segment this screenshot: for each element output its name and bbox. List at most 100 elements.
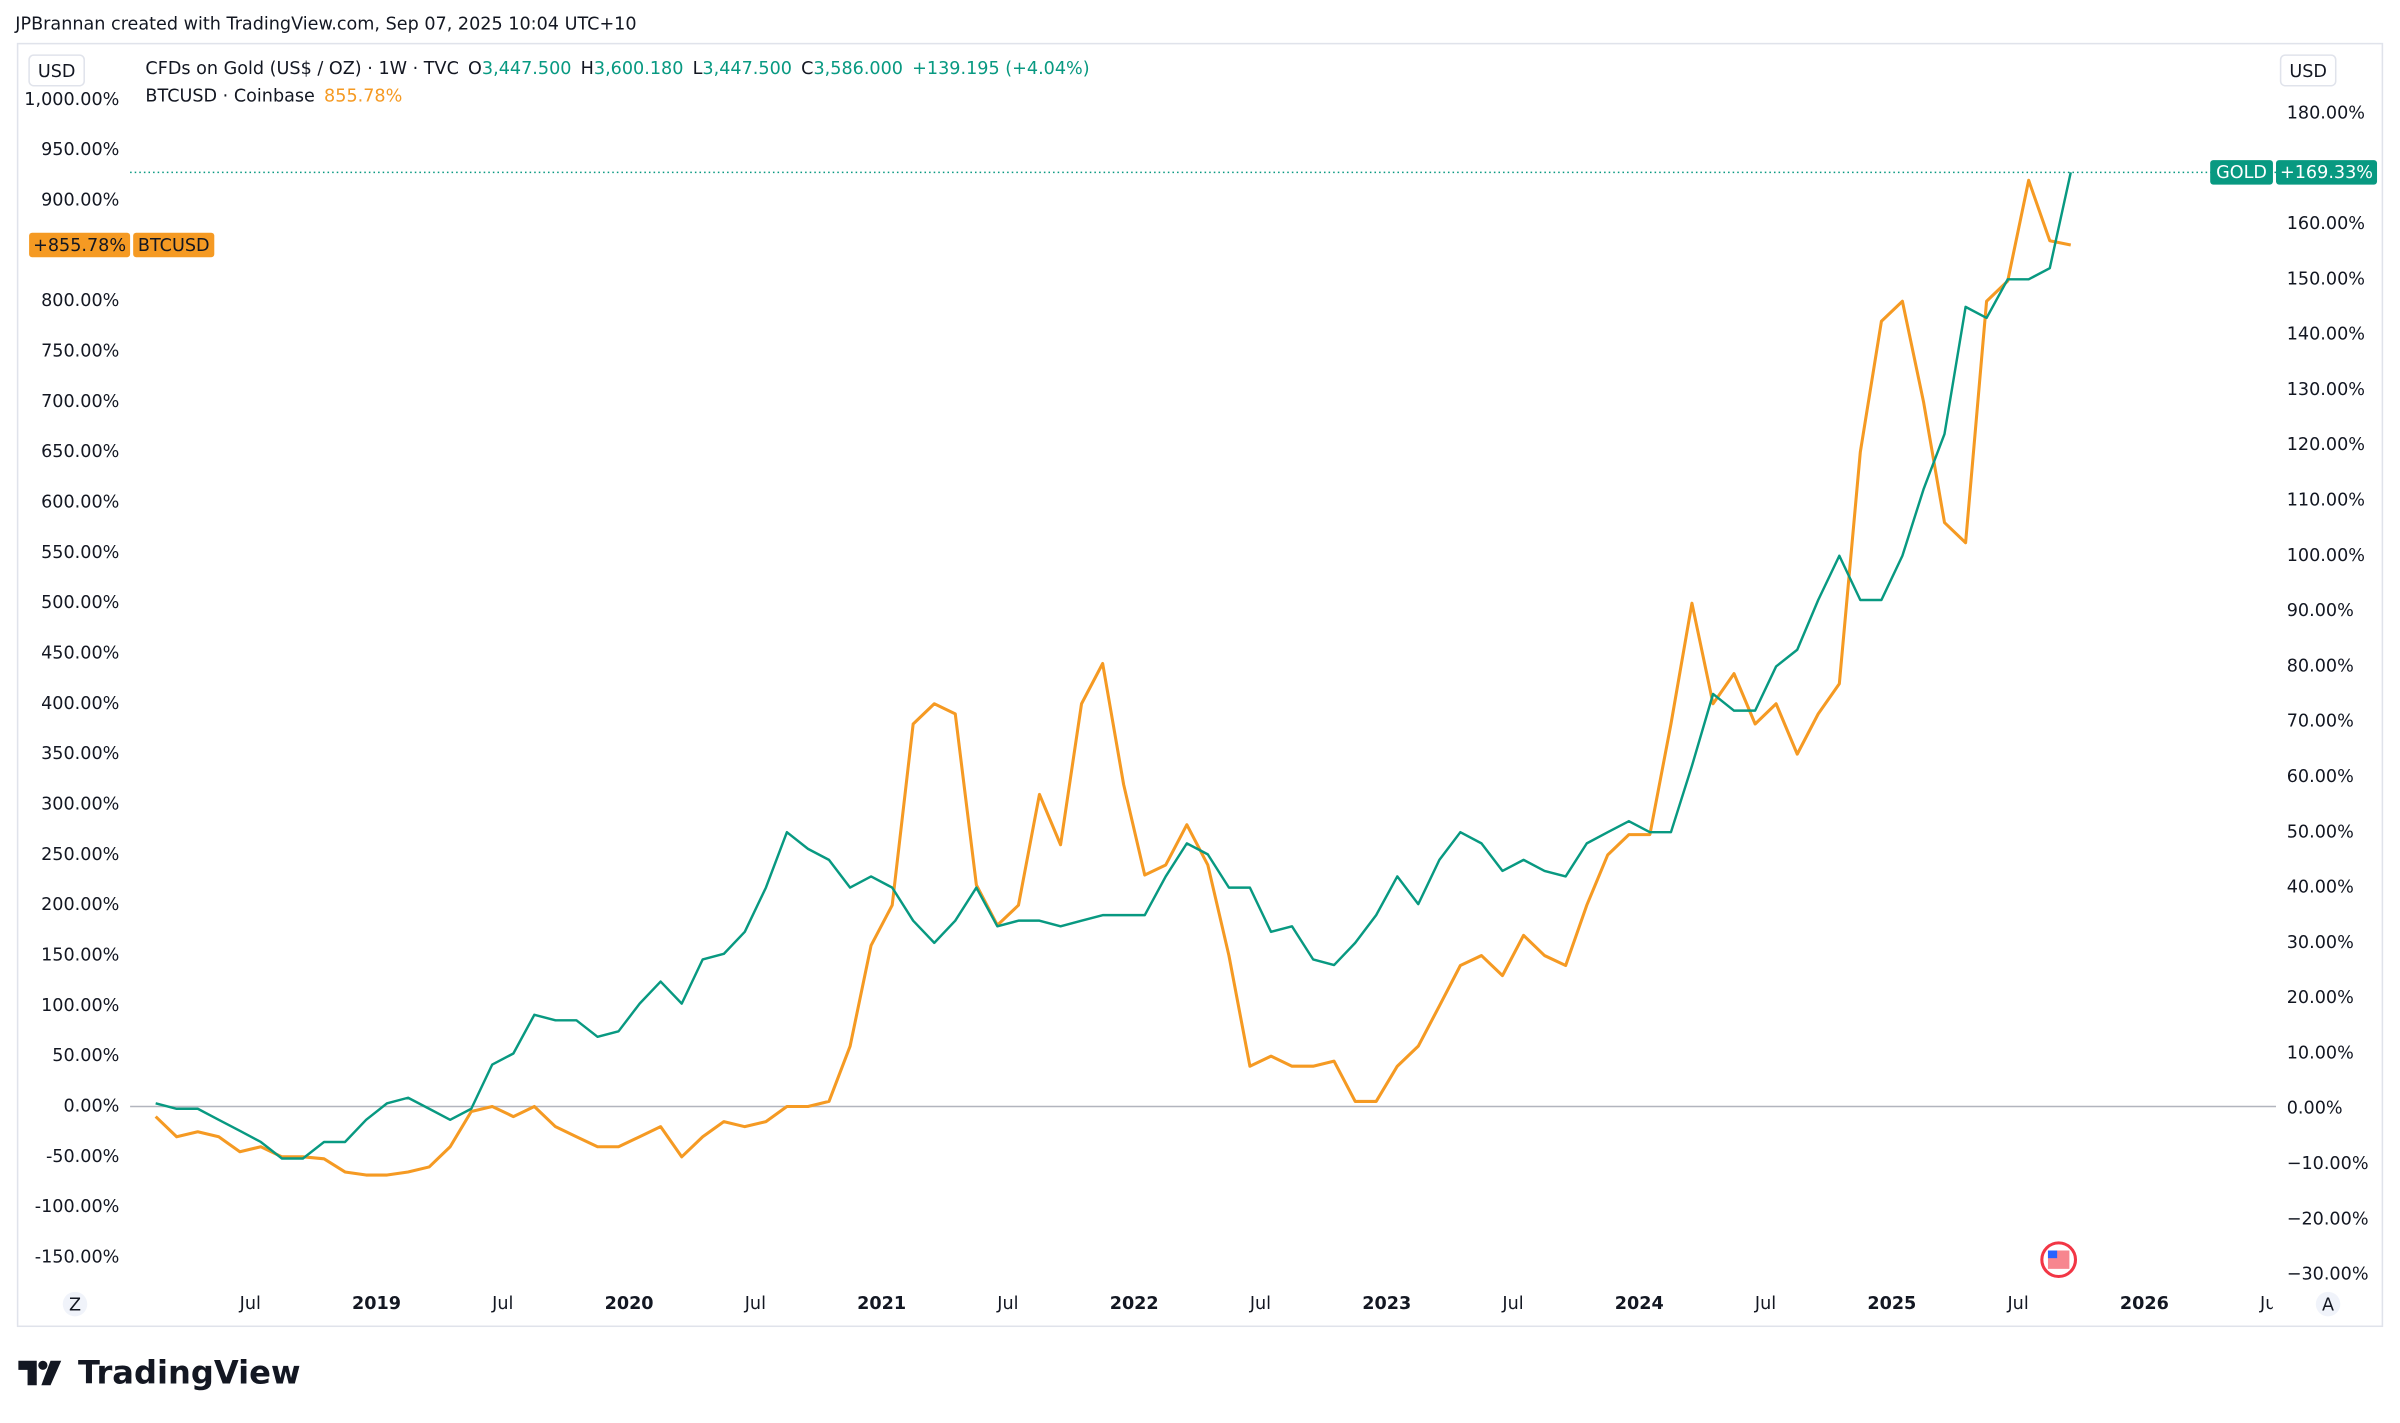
x-tick-label: Jul xyxy=(1249,1294,1271,1314)
corner-button[interactable] xyxy=(2315,1291,2341,1317)
y-tick-label: 600.00% xyxy=(41,492,119,512)
badge xyxy=(133,232,215,258)
y-tick-label: 0.00% xyxy=(63,1097,119,1117)
legend-value: 855.78% xyxy=(324,86,402,106)
x-tick-label: 2023 xyxy=(1362,1294,1411,1314)
y2-tick-label: 160.00% xyxy=(2287,214,2365,234)
x-tick-label: Jul xyxy=(2259,1294,2281,1314)
plot xyxy=(154,172,2072,1177)
y2-tick-label: 30.00% xyxy=(2287,933,2354,953)
currency: USD xyxy=(2289,62,2327,82)
currency-box xyxy=(28,54,85,87)
y2-tick-label: 180.00% xyxy=(2287,103,2365,123)
currency-box xyxy=(2279,54,2337,87)
legend-key: O xyxy=(468,59,482,79)
x-tick-label: 2020 xyxy=(605,1294,654,1314)
badge-name: GOLD xyxy=(2216,163,2267,183)
y2-tick-label: 120.00% xyxy=(2287,435,2365,455)
legend-value: 3,447.500 xyxy=(702,59,792,79)
legend-line: CFDs on Gold (US$ / OZ) · 1W · TVC O3,447… xyxy=(145,59,1089,79)
x-tick-label: Jul xyxy=(1501,1294,1523,1314)
y2-tick-label: 110.00% xyxy=(2287,490,2365,510)
y2-tick-label: 80.00% xyxy=(2287,656,2354,676)
x-tick-label: Jul xyxy=(1754,1294,1776,1314)
legend-key: H xyxy=(581,59,594,79)
y-tick-label: 100.00% xyxy=(41,996,119,1016)
y2-tick-label: 0.00% xyxy=(2287,1099,2343,1119)
corner-button[interactable] xyxy=(62,1291,88,1317)
badge-value: +855.78% xyxy=(33,236,126,256)
logo-text: TradingView xyxy=(78,1353,301,1391)
x-tick-label: Jul xyxy=(996,1294,1018,1314)
y2-tick-label: 150.00% xyxy=(2287,269,2365,289)
legend-key: C xyxy=(801,59,813,79)
legend-value: 3,600.180 xyxy=(594,59,684,79)
y-tick-label: 50.00% xyxy=(52,1046,119,1066)
x-tick-label: Jul xyxy=(2006,1294,2028,1314)
y-tick-label: 250.00% xyxy=(41,845,119,865)
legend-title: BTCUSD · Coinbase xyxy=(145,86,314,106)
corner-label: Z xyxy=(69,1296,81,1316)
y2-tick-label: 20.00% xyxy=(2287,988,2354,1008)
legend-value: 3,586.000 xyxy=(813,59,903,79)
y2-tick-label: 70.00% xyxy=(2287,712,2354,732)
legend-line: BTCUSD · Coinbase 855.78% xyxy=(145,86,402,106)
legend-change: +139.195 (+4.04%) xyxy=(912,59,1089,79)
y-tick-label: 900.00% xyxy=(41,190,119,210)
series-line xyxy=(155,172,2072,1160)
series-line xyxy=(154,178,2072,1177)
x-tick-label: Jul xyxy=(239,1294,261,1314)
badge xyxy=(29,232,131,258)
y-tick-label: 700.00% xyxy=(41,392,119,412)
y2-tick-label: −20.00% xyxy=(2287,1209,2369,1229)
y-tick-label: -150.00% xyxy=(35,1248,120,1268)
header: JPBrannan created with TradingView.com, … xyxy=(14,14,636,34)
y-tick-label: 650.00% xyxy=(41,442,119,462)
y-tick-label: 500.00% xyxy=(41,593,119,613)
y2-tick-label: 140.00% xyxy=(2287,325,2365,345)
y2-tick-label: 60.00% xyxy=(2287,767,2354,787)
y2-tick-label: 40.00% xyxy=(2287,878,2354,898)
y-tick-label: -50.00% xyxy=(46,1147,119,1167)
y2-tick-label: 90.00% xyxy=(2287,601,2354,621)
x-tick-label: 2019 xyxy=(352,1294,401,1314)
legend-key: L xyxy=(693,59,703,79)
x-tick-label: 2025 xyxy=(1867,1294,1916,1314)
y-tick-label: 1,000.00% xyxy=(24,90,119,110)
x-tick-label: Jul xyxy=(491,1294,513,1314)
y-tick-label: 300.00% xyxy=(41,795,119,815)
y-tick-label: 800.00% xyxy=(41,291,119,311)
legend-bg xyxy=(134,55,1084,111)
flag xyxy=(2040,1241,2078,1279)
y2-tick-label: 10.00% xyxy=(2287,1043,2354,1063)
badge xyxy=(2276,160,2378,185)
legend-title: CFDs on Gold (US$ / OZ) · 1W · TVC xyxy=(145,59,458,79)
x-tick-label: 2026 xyxy=(2120,1294,2169,1314)
badge-name: BTCUSD xyxy=(138,236,210,256)
logo: TradingView xyxy=(18,1353,301,1391)
badge xyxy=(2210,160,2273,185)
y2-tick-label: −10.00% xyxy=(2287,1154,2369,1174)
y2-tick-label: 50.00% xyxy=(2287,822,2354,842)
currency: USD xyxy=(38,62,76,82)
y-tick-label: -100.00% xyxy=(35,1197,120,1217)
y2-tick-label: 130.00% xyxy=(2287,380,2365,400)
legend-value: 3,447.500 xyxy=(482,59,572,79)
x-tick-label: 2021 xyxy=(857,1294,906,1314)
x-tick-label: 2024 xyxy=(1615,1294,1664,1314)
y2-tick-label: 100.00% xyxy=(2287,546,2365,566)
y-tick-label: 200.00% xyxy=(41,895,119,915)
y-tick-label: 950.00% xyxy=(41,140,119,160)
y2-tick-label: −30.00% xyxy=(2287,1265,2369,1285)
corner-label: A xyxy=(2322,1296,2334,1316)
y-tick-label: 350.00% xyxy=(41,744,119,764)
badge-value: +169.33% xyxy=(2280,163,2373,183)
y-tick-label: 400.00% xyxy=(41,694,119,714)
frame xyxy=(16,42,2384,1328)
y-tick-label: 550.00% xyxy=(41,543,119,563)
y-tick-label: 750.00% xyxy=(41,341,119,361)
x-tick-label: Jul xyxy=(744,1294,766,1314)
x-axis: Jul 2019 Jul 2020 Jul 2021 Jul 2022 Jul 2023 Jul 20… xyxy=(239,1294,2281,1314)
